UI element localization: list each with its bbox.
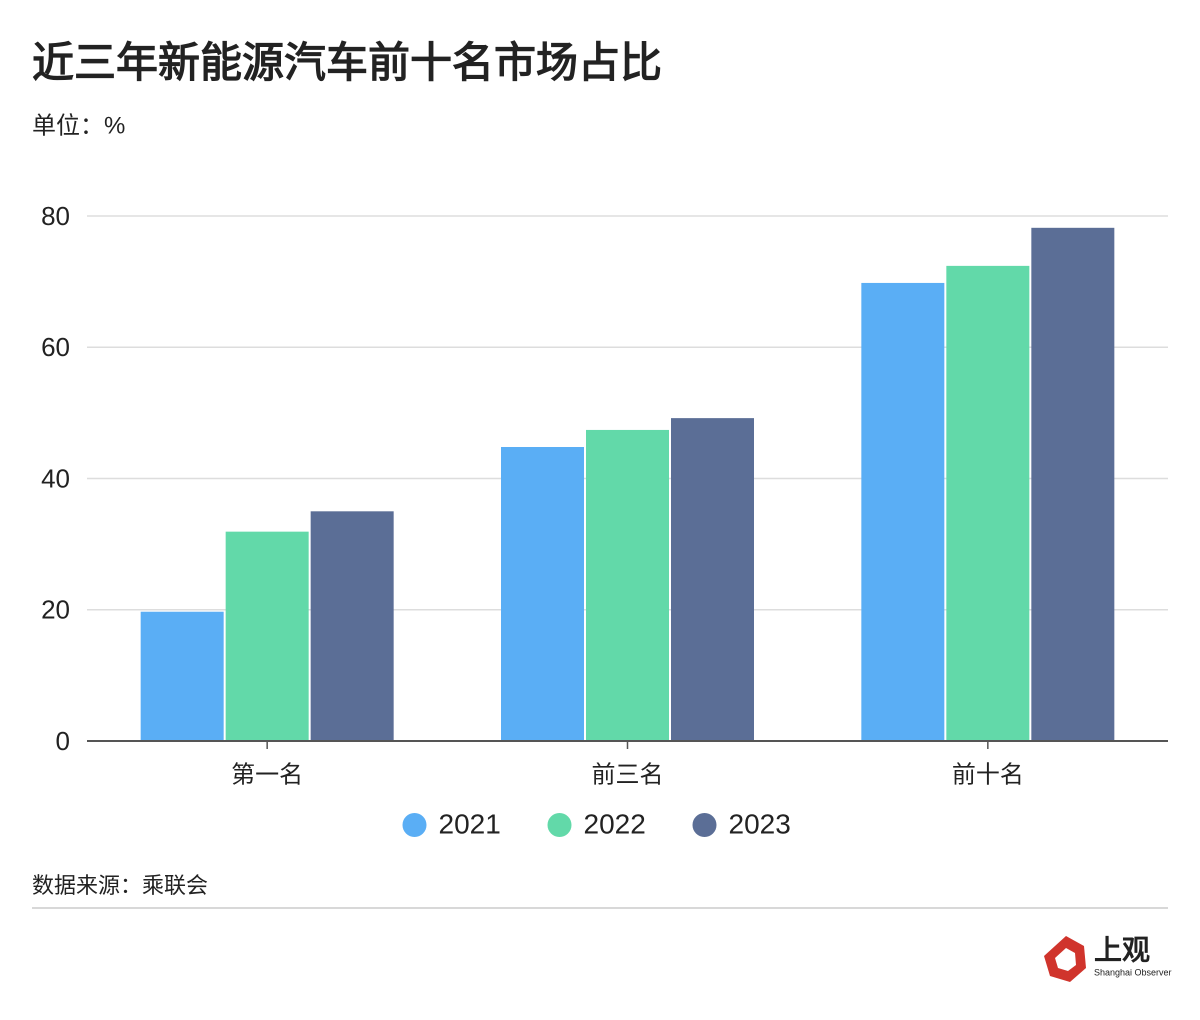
bar	[861, 282, 945, 741]
x-tick-label: 前三名	[592, 761, 664, 788]
bar	[501, 447, 584, 741]
y-tick-label: 0	[56, 726, 70, 756]
legend-label: 2023	[729, 808, 791, 839]
logo-inner	[1055, 948, 1076, 971]
legend-label: 2022	[584, 808, 646, 839]
logo: 上观 Shanghai Observer	[1044, 934, 1172, 982]
bar	[671, 418, 754, 741]
logo-tagline: Shanghai Observer	[1094, 967, 1172, 977]
x-tick-label: 第一名	[231, 761, 303, 788]
bar	[140, 611, 224, 741]
source: 数据来源：乘联会	[32, 873, 208, 898]
legend-swatch	[402, 813, 427, 837]
legend-label: 2021	[439, 808, 501, 839]
bar	[310, 511, 394, 741]
y-tick-label: 80	[41, 201, 70, 231]
logo-name: 上观	[1094, 934, 1150, 965]
y-tick-label: 40	[41, 463, 70, 493]
legend-swatch	[547, 813, 572, 837]
chart-subtitle: 单位：%	[32, 112, 125, 139]
bar	[225, 531, 309, 741]
x-tick-label: 前十名	[952, 761, 1024, 788]
y-tick-label: 60	[41, 332, 70, 362]
bar	[1031, 227, 1115, 741]
legend-swatch	[692, 813, 717, 837]
chart-title: 近三年新能源汽车前十名市场占比	[32, 39, 662, 86]
y-tick-label: 20	[41, 595, 70, 625]
bar	[586, 429, 669, 741]
bar	[946, 265, 1030, 741]
